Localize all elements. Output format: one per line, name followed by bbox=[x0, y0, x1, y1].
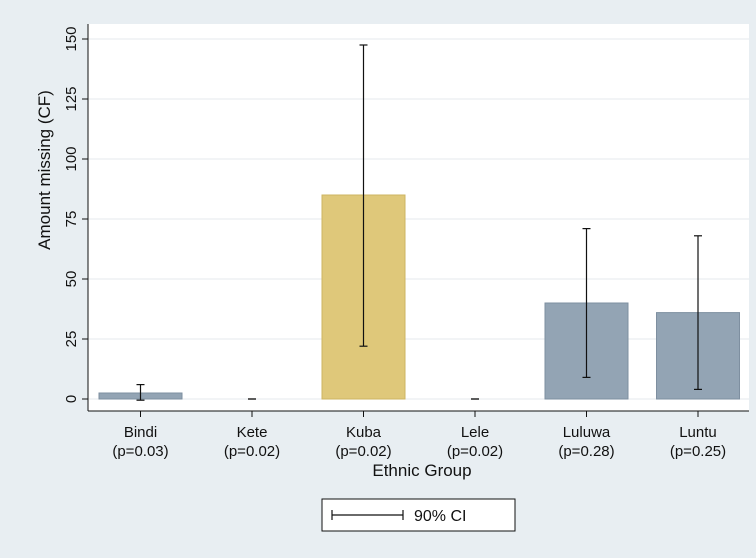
y-tick-label: 150 bbox=[63, 26, 80, 51]
x-tick-pvalue: (p=0.02) bbox=[224, 443, 280, 460]
x-tick-pvalue: (p=0.25) bbox=[670, 443, 726, 460]
x-tick-label: Luntu bbox=[679, 424, 717, 441]
x-tick-label: Bindi bbox=[124, 424, 157, 441]
y-axis-label: Amount missing (CF) bbox=[35, 90, 54, 250]
y-tick-label: 50 bbox=[63, 271, 80, 288]
y-tick-label: 0 bbox=[63, 395, 80, 403]
y-ticks: 0 25 50 75 100 125 150 bbox=[63, 26, 88, 403]
x-tick-pvalue: (p=0.28) bbox=[558, 443, 614, 460]
gridlines bbox=[88, 38, 749, 400]
x-tick-label: Kuba bbox=[346, 424, 382, 441]
plot-area bbox=[88, 24, 749, 411]
y-tick-label: 75 bbox=[63, 211, 80, 228]
x-tick-label: Luluwa bbox=[563, 424, 611, 441]
x-tick-label: Lele bbox=[461, 424, 489, 441]
x-tick-pvalue: (p=0.03) bbox=[112, 443, 168, 460]
error-bars bbox=[136, 44, 702, 401]
x-tick-pvalue: (p=0.02) bbox=[447, 443, 503, 460]
legend: 90% CI bbox=[321, 498, 516, 532]
x-tick-pvalue: (p=0.02) bbox=[335, 443, 391, 460]
y-tick-label: 25 bbox=[63, 331, 80, 348]
x-ticks: Bindi (p=0.03) Kete (p=0.02) Kuba (p=0.02) Lel… bbox=[112, 411, 726, 460]
y-tick-label: 125 bbox=[63, 86, 80, 111]
x-tick-label: Kete bbox=[237, 424, 268, 441]
x-axis-label: Ethnic Group bbox=[372, 461, 471, 480]
legend-label: 90% CI bbox=[414, 508, 466, 525]
y-tick-label: 100 bbox=[63, 146, 80, 171]
axes bbox=[87, 24, 749, 412]
